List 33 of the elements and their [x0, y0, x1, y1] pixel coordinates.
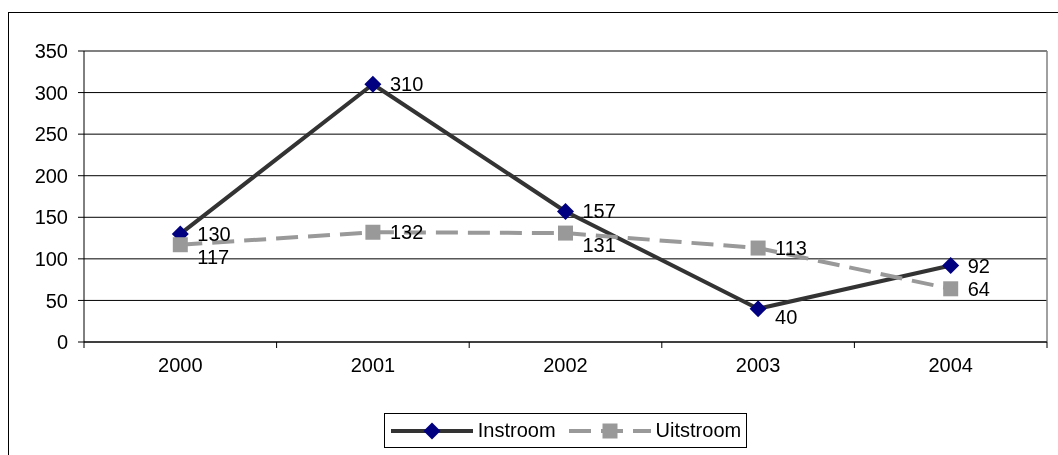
data-label: 92	[967, 254, 990, 277]
point	[943, 281, 959, 297]
point	[942, 257, 960, 275]
data-label: 132	[389, 221, 424, 244]
y-tick-label: 250	[34, 123, 68, 146]
data-label: 310	[389, 73, 424, 96]
x-tick-label: 2003	[735, 354, 781, 376]
x-tick-label: 2001	[350, 354, 396, 376]
data-label: 64	[967, 277, 990, 300]
y-tick-label: 350	[34, 40, 68, 63]
data-label: 113	[775, 237, 807, 260]
point	[750, 240, 766, 256]
point	[365, 224, 381, 240]
x-tick-label: 2000	[158, 354, 203, 376]
point	[558, 225, 573, 241]
legend-label: Uitstroom	[655, 419, 742, 442]
point	[557, 202, 574, 220]
y-tick-label: 300	[34, 81, 68, 104]
point	[172, 237, 188, 253]
x-tick-label: 2002	[543, 354, 588, 376]
y-tick-label: 0	[56, 331, 68, 354]
data-label: 131	[582, 234, 616, 257]
y-tick-label: 100	[34, 247, 68, 270]
data-label: 157	[582, 200, 616, 223]
x-tick-label: 2004	[928, 354, 973, 376]
y-tick-label: 150	[34, 206, 68, 229]
point	[749, 300, 767, 318]
y-tick-label: 200	[34, 164, 68, 187]
legend-label: Instroom	[477, 419, 556, 442]
data-label: 130	[197, 222, 231, 245]
y-tick-label: 50	[45, 289, 68, 312]
point	[364, 75, 382, 93]
data-label: 40	[775, 305, 798, 328]
